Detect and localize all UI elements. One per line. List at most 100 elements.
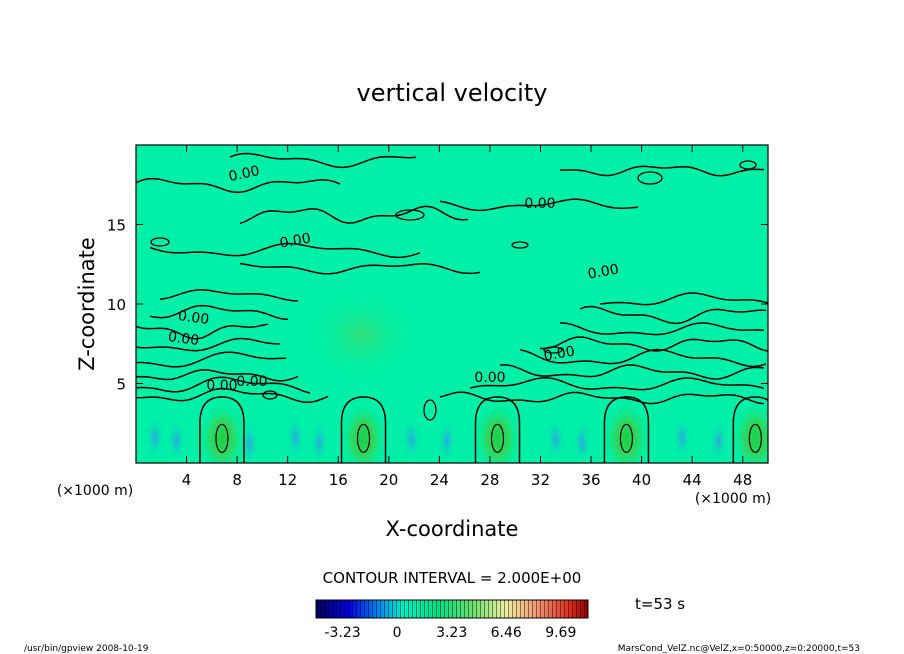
closed-contour [637,171,663,185]
x-tick-label: 40 [632,471,651,489]
plume-contour [474,396,521,463]
plume-core-contour [748,423,762,453]
x-unit-label: (×1000 m) [695,491,771,507]
contour-line [136,369,299,382]
contour-line [579,305,767,325]
contour-label: 0.00 [206,378,237,394]
closed-contour [511,241,529,249]
contour-line [136,177,341,194]
contour-label: 0.00 [524,196,555,212]
contour-line [559,321,765,336]
plume-core-contour [490,423,505,453]
x-axis-label: X-coordinate [386,517,519,541]
colorbar-tick-label: 6.46 [491,625,522,641]
x-tick-label: 36 [581,471,600,489]
contour-label: 0.00 [177,308,210,328]
x-tick-label: 4 [182,471,192,489]
updraft-plume [731,400,768,463]
contour-label: 0.00 [543,343,576,364]
closed-contour [150,237,170,247]
contour-line [239,205,469,225]
contour-line [149,242,421,259]
colorbar-tick-label: 0 [393,625,402,641]
contour-line [149,304,289,321]
plume-contour [199,396,245,463]
contour-label: 0.00 [236,374,267,390]
plume-core-contour [215,423,229,453]
closed-contour [262,390,278,400]
contour-label: 0.00 [587,261,620,282]
plume-contour [603,396,650,463]
footer-right: MarsCond_VelZ.nc@VelZ,x=0:50000,z=0:2000… [618,644,860,654]
y-axis-label: Z-coordinate [75,237,99,371]
chart-title: vertical velocity [357,79,548,107]
closed-contour [395,209,425,221]
y-tick-label: 15 [107,217,126,235]
plume-core-contour [619,423,634,453]
plot-area: 0.000.000.000.000.000.000.000.000.000.00 [136,145,768,463]
updraft-plume [197,400,246,463]
x-tick-label: 12 [278,471,297,489]
y-tick-label: 5 [116,376,126,394]
mid-level-updraft [307,290,417,380]
downdraft-patch [402,417,421,462]
x-tick-label: 8 [232,471,242,489]
downdraft-patch [167,418,186,463]
downdraft-patch [286,415,305,460]
contour-line [599,292,768,306]
x-tick-label: 44 [683,471,702,489]
x-tick-label: 20 [379,471,398,489]
colorbar-tick-label: 3.23 [436,625,467,641]
x-tick-label: 28 [480,471,499,489]
colorbar-tick-label: -3.23 [324,625,360,641]
contour-line [136,387,329,404]
contour-label: 0.00 [167,329,200,349]
contour-label: 0.00 [279,230,312,251]
updraft-plume [473,400,522,463]
contour-line [239,262,481,275]
contour-line [136,337,281,352]
x-tick-label: 32 [531,471,550,489]
downdraft-patch [437,418,456,463]
colorbar-hatching [316,600,588,618]
contour-line [136,351,287,368]
colorbar-frame [315,599,589,619]
downdraft-patch [709,418,728,463]
closed-contour [739,160,757,170]
contour-line [439,198,639,212]
contour-line [499,364,765,380]
colorbar-tick-label: 9.69 [545,625,576,641]
contour-line [159,289,299,302]
plume-contour [340,396,387,463]
contour-interval-text: CONTOUR INTERVAL = 2.000E+00 [323,569,582,587]
contour-line [439,391,765,405]
closed-contour [423,399,437,421]
downdraft-patch [546,417,565,462]
contour-line [540,336,768,352]
y-tick-label: 10 [107,296,126,314]
contour-line [519,348,767,368]
contour-label: 0.00 [227,163,261,185]
downdraft-patch [145,415,164,460]
closed-contour [543,346,563,354]
contour-line [136,323,269,340]
downdraft-patch [240,421,259,463]
contour-line [559,165,765,177]
contour-label: 0.00 [474,370,505,386]
time-label: t=53 s [635,595,685,613]
contour-line [469,377,765,391]
contour-line [229,152,417,169]
updraft-plume [602,400,651,463]
downdraft-patch [310,420,329,463]
footer-left: /usr/bin/gpview 2008-10-19 [24,644,149,654]
y-unit-label: (×1000 m) [57,483,133,499]
x-tick-label: 24 [430,471,449,489]
downdraft-patch [573,420,592,463]
contour-line [136,376,311,394]
downdraft-patch [673,415,692,460]
x-tick-label: 16 [329,471,348,489]
plume-contour [732,396,768,463]
plume-core-contour [356,423,371,453]
updraft-plume [339,400,388,463]
